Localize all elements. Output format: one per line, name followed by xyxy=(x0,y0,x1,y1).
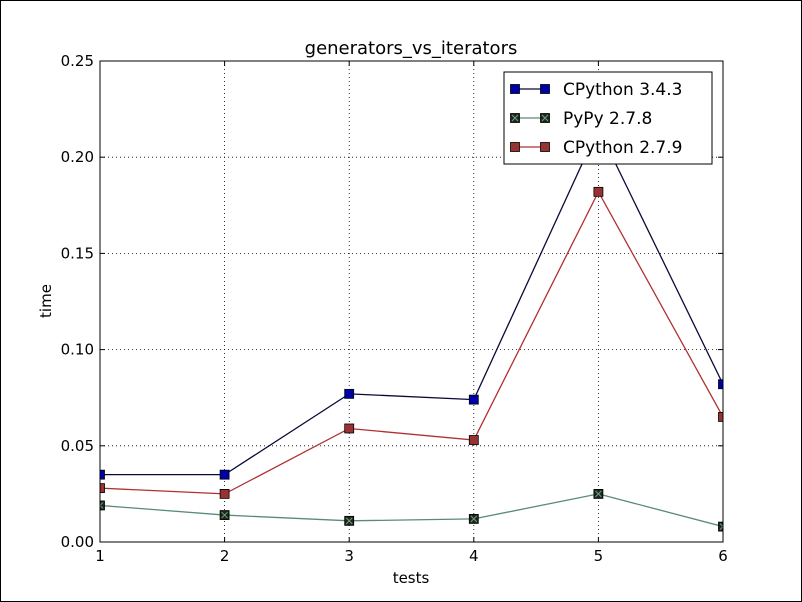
series-line xyxy=(100,126,723,476)
legend-label: PyPy 2.7.8 xyxy=(563,109,652,129)
data-point xyxy=(718,521,723,532)
legend-marker-x xyxy=(511,114,519,122)
y-tick-label: 0.15 xyxy=(61,244,94,262)
series-line xyxy=(100,190,723,495)
data-point xyxy=(718,412,723,422)
y-tick-label: 0.10 xyxy=(61,341,94,359)
legend-marker xyxy=(510,84,520,94)
legend-marker-x xyxy=(541,114,549,122)
y-tick-label: 0.05 xyxy=(61,437,94,455)
series-2 xyxy=(100,186,723,499)
legend-label: CPython 2.7.9 xyxy=(563,138,682,158)
ticks: 1 2 3 4 5 6 0.00 0.05 0.10 0.15 0.20 0.25 xyxy=(61,52,728,565)
y-tick-label: 0.25 xyxy=(61,52,94,70)
data-point xyxy=(219,488,230,499)
series-0 xyxy=(100,123,723,480)
y-tick-label: 0.00 xyxy=(61,533,94,551)
x-axis-label: tests xyxy=(393,569,430,587)
data-point xyxy=(344,388,355,399)
legend-marker xyxy=(540,142,550,152)
data-point xyxy=(100,500,105,511)
x-tick-label: 4 xyxy=(469,547,479,565)
data-point xyxy=(100,469,105,480)
x-tick-label: 5 xyxy=(594,547,604,565)
legend-marker xyxy=(540,84,550,94)
data-point xyxy=(468,394,479,405)
legend-item: CPython 2.7.9 xyxy=(510,138,682,158)
legend-marker xyxy=(510,142,520,152)
legend: CPython 3.4.3 PyPy 2.7.8 CPython 2.7.9 xyxy=(503,71,713,165)
data-point-x xyxy=(470,515,478,523)
data-point-x xyxy=(100,502,104,509)
data-point xyxy=(100,483,105,494)
x-tick-label: 3 xyxy=(344,547,354,565)
data-point-x xyxy=(345,517,353,525)
data-point xyxy=(219,469,230,480)
data-point xyxy=(593,186,604,197)
data-point-x xyxy=(221,511,228,519)
data-point xyxy=(718,379,723,390)
data-point-x xyxy=(719,523,723,530)
series-line xyxy=(100,493,723,528)
legend-item: PyPy 2.7.8 xyxy=(510,109,652,129)
y-axis-label: time xyxy=(37,284,55,318)
y-tick-label: 0.20 xyxy=(61,148,94,166)
x-tick-label: 1 xyxy=(95,547,105,565)
series-1 xyxy=(100,488,723,532)
data-point xyxy=(468,435,479,445)
legend-label: CPython 3.4.3 xyxy=(563,80,682,100)
data-point xyxy=(344,423,355,434)
series-group xyxy=(100,123,723,532)
plot-area xyxy=(99,60,724,543)
data-point-x xyxy=(595,490,602,498)
chart-title: generators_vs_iterators xyxy=(305,38,518,59)
x-tick-label: 2 xyxy=(220,547,230,565)
legend-item: CPython 3.4.3 xyxy=(510,80,682,100)
x-tick-label: 6 xyxy=(718,547,728,565)
